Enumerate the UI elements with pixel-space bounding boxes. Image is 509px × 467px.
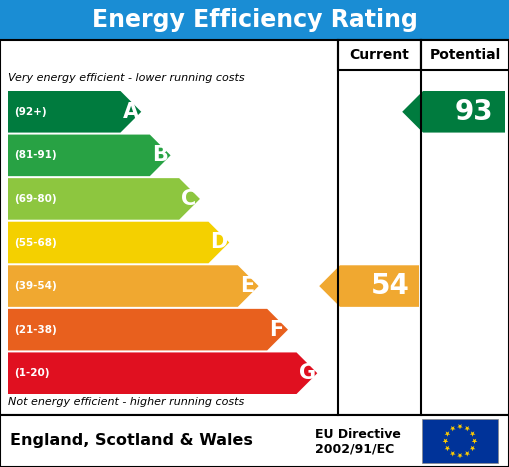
Polygon shape xyxy=(457,424,463,430)
Polygon shape xyxy=(472,439,477,444)
Text: C: C xyxy=(181,189,196,209)
Bar xyxy=(421,40,509,70)
Polygon shape xyxy=(450,426,456,432)
Text: G: G xyxy=(298,363,316,383)
Text: (69-80): (69-80) xyxy=(14,194,56,204)
Text: 93: 93 xyxy=(455,98,494,126)
Text: Current: Current xyxy=(350,48,409,62)
Text: D: D xyxy=(211,233,228,253)
Polygon shape xyxy=(457,453,463,459)
Text: 2002/91/EC: 2002/91/EC xyxy=(315,443,394,455)
Text: (81-91): (81-91) xyxy=(14,150,56,160)
Text: England, Scotland & Wales: England, Scotland & Wales xyxy=(10,433,253,448)
Polygon shape xyxy=(8,222,229,263)
Text: (92+): (92+) xyxy=(14,107,47,117)
Polygon shape xyxy=(450,451,456,457)
Bar xyxy=(0,40,509,415)
Polygon shape xyxy=(470,432,475,437)
Polygon shape xyxy=(8,265,259,307)
Polygon shape xyxy=(443,439,448,444)
Polygon shape xyxy=(444,432,450,437)
Polygon shape xyxy=(8,91,142,133)
Polygon shape xyxy=(464,426,470,432)
Bar xyxy=(0,0,509,40)
Polygon shape xyxy=(319,265,419,307)
Text: 54: 54 xyxy=(371,272,409,300)
Polygon shape xyxy=(8,309,288,350)
Polygon shape xyxy=(402,91,505,133)
Polygon shape xyxy=(444,446,450,451)
Polygon shape xyxy=(8,353,317,394)
Text: (1-20): (1-20) xyxy=(14,368,49,378)
Polygon shape xyxy=(8,134,171,176)
Text: E: E xyxy=(240,276,254,296)
Text: Energy Efficiency Rating: Energy Efficiency Rating xyxy=(92,8,417,32)
Text: F: F xyxy=(269,319,284,340)
Polygon shape xyxy=(464,451,470,457)
Text: Potential: Potential xyxy=(430,48,501,62)
Bar xyxy=(0,415,509,467)
Text: B: B xyxy=(152,145,167,165)
Text: (55-68): (55-68) xyxy=(14,238,56,248)
Text: (21-38): (21-38) xyxy=(14,325,56,335)
Polygon shape xyxy=(470,446,475,451)
Bar xyxy=(338,40,421,70)
Text: EU Directive: EU Directive xyxy=(315,429,401,441)
Text: Not energy efficient - higher running costs: Not energy efficient - higher running co… xyxy=(8,397,244,407)
Text: (39-54): (39-54) xyxy=(14,281,56,291)
Polygon shape xyxy=(8,178,200,219)
Bar xyxy=(422,419,498,463)
Text: A: A xyxy=(123,102,138,122)
Text: Very energy efficient - lower running costs: Very energy efficient - lower running co… xyxy=(8,73,245,83)
